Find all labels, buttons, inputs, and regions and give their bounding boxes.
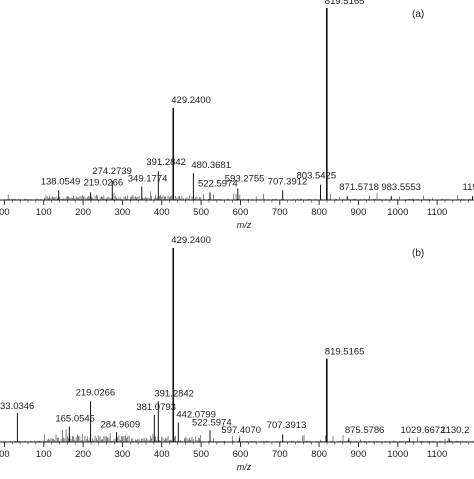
x-tick-label: 400	[154, 207, 170, 218]
peak-label: 707.3912	[268, 176, 308, 187]
peak-label: 871.5718	[339, 182, 379, 193]
peak-label: 429.2400	[171, 235, 211, 246]
x-tick-label: 1100	[427, 207, 447, 218]
x-tick-label: 1100	[427, 449, 447, 460]
x-tick-label: 100	[36, 449, 52, 460]
peak-label: 284.9609	[101, 419, 141, 430]
peak-label: 219.0266	[76, 387, 116, 398]
x-tick-label: 800	[311, 207, 327, 218]
x-tick-label: 1000	[387, 449, 408, 460]
peak-label: 522.5974	[198, 178, 238, 189]
x-tick-label: 200	[75, 449, 91, 460]
peak-label: 165.0545	[55, 413, 95, 424]
peak-label: 1130.2	[441, 425, 469, 436]
peak-label: 522.5974	[192, 417, 232, 428]
x-tick-label: 500	[193, 207, 209, 218]
x-tick-label: 700	[272, 207, 288, 218]
peak-label: 391.2842	[146, 157, 186, 168]
x-tick-label: 1000	[387, 207, 408, 218]
x-tick-label: 800	[311, 449, 327, 460]
x-tick-label: 900	[351, 449, 367, 460]
x-tick-label: 300	[114, 449, 130, 460]
peak-label: 429.2400	[171, 95, 211, 106]
x-axis-title: m/z	[237, 220, 252, 230]
peak-label: 707.3913	[267, 420, 307, 431]
peak-label: 480.3681	[191, 160, 231, 171]
peak-label: 819.5165	[325, 347, 365, 358]
spectrum-panel-b: 00 100 200 300 400 500 600 700 800 900 1000 1100 m/z…	[0, 235, 474, 472]
x-tick-label: 500	[193, 449, 209, 460]
peak-label: 1029.6672	[400, 425, 445, 436]
x-tick-label: 600	[233, 207, 249, 218]
peak-label: 381.0793	[136, 402, 176, 413]
peak-label: 593.2755	[225, 173, 265, 184]
peak-label: 819.5165	[325, 0, 365, 7]
peak-label: 983.5553	[381, 182, 421, 193]
x-tick-label: 100	[36, 207, 52, 218]
x-tick-label: 900	[351, 207, 367, 218]
peak-label: 33.0346	[0, 401, 34, 412]
peak-label: 442.0799	[176, 410, 216, 421]
peak-label: 875.5786	[345, 425, 385, 436]
x-axis-title: m/z	[237, 462, 252, 472]
x-tick-label: 00	[0, 449, 10, 460]
x-tick-label: 600	[233, 449, 249, 460]
peak-label: 219.0266	[84, 177, 124, 188]
x-tick-label: 300	[114, 207, 130, 218]
spectrum-panel-a: 00 100 200 300 400 500 600 700 800 900 1000 1100 m/z…	[0, 0, 474, 230]
panel-label: (b)	[412, 248, 424, 259]
panel-label: (a)	[412, 9, 424, 20]
peak-label: 391.2842	[154, 388, 194, 399]
peak-label: 597.4070	[221, 425, 261, 436]
x-tick-label: 400	[154, 449, 170, 460]
peak-label: 1190	[463, 182, 474, 193]
peak-label: 274.2739	[92, 166, 132, 177]
x-tick-label: 700	[272, 449, 288, 460]
peak-label: 803.5425	[297, 171, 337, 182]
x-tick-label: 200	[75, 207, 91, 218]
peak-label: 138.0549	[41, 176, 81, 187]
x-tick-label: 00	[0, 207, 10, 218]
peak-label: 349.1774	[128, 174, 168, 185]
